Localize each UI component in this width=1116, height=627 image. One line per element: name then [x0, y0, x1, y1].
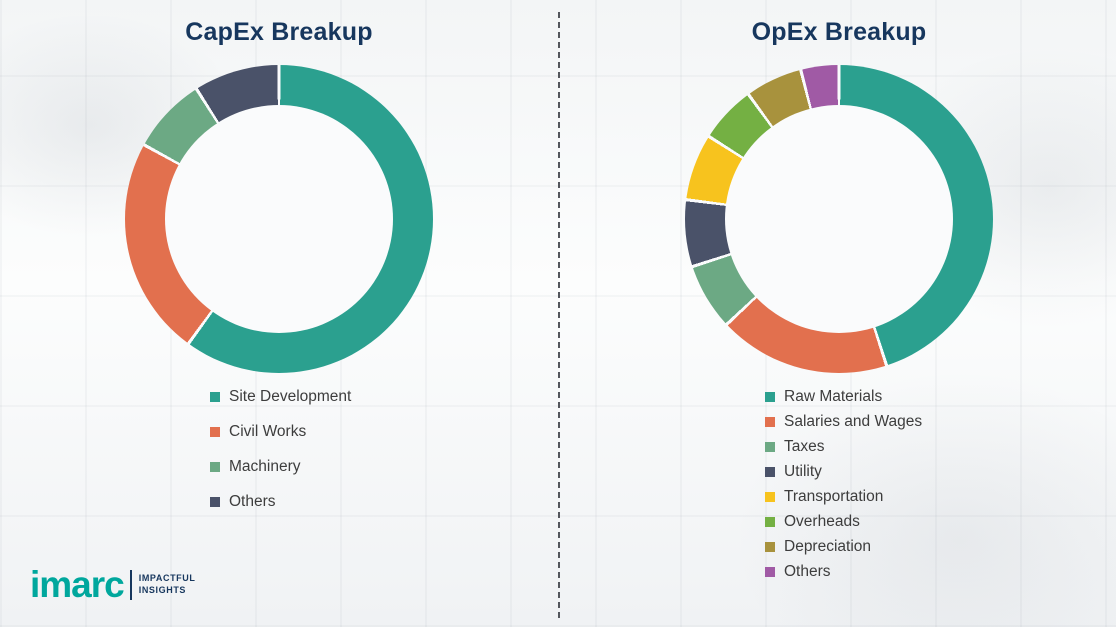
- legend-swatch: [210, 427, 220, 437]
- legend-swatch: [210, 462, 220, 472]
- capex-donut-chart: [125, 65, 433, 373]
- legend-swatch: [765, 467, 775, 477]
- legend-swatch: [210, 497, 220, 507]
- logo-tagline-line2: INSIGHTS: [138, 584, 187, 595]
- legend-label: Salaries and Wages: [784, 413, 923, 430]
- logo-tagline: IMPACTFUL INSIGHTS: [139, 573, 196, 596]
- legend-label: Site Development: [229, 388, 352, 405]
- opex-legend: Raw Materials Salaries and Wages Taxes Util…: [765, 388, 993, 581]
- legend-label: Raw Materials: [784, 388, 883, 405]
- legend-label: Taxes: [784, 438, 825, 455]
- legend-item: Depreciation: [765, 538, 993, 556]
- legend-item: Transportation: [765, 488, 993, 506]
- legend-swatch: [765, 392, 775, 402]
- legend-item: Others: [765, 563, 993, 581]
- legend-swatch: [765, 442, 775, 452]
- capex-chart-title: CapEx Breakup: [185, 18, 373, 46]
- legend-swatch: [210, 392, 220, 402]
- legend-swatch: [765, 567, 775, 577]
- legend-item: Salaries and Wages: [765, 413, 993, 431]
- capex-panel: CapEx Breakup Site Development Civil Work…: [125, 18, 433, 528]
- legend-item: Civil Works: [210, 423, 433, 441]
- legend-item: Machinery: [210, 458, 433, 476]
- imarc-logo: imarc IMPACTFUL INSIGHTS: [30, 566, 195, 603]
- capex-legend: Site Development Civil Works Machinery Othe…: [210, 388, 433, 511]
- legend-label: Machinery: [229, 458, 301, 475]
- legend-swatch: [765, 542, 775, 552]
- opex-chart-title: OpEx Breakup: [751, 18, 927, 46]
- legend-label: Civil Works: [229, 423, 307, 440]
- legend-item: Utility: [765, 463, 993, 481]
- opex-panel: OpEx Breakup Raw Materials Salaries and W…: [685, 18, 993, 588]
- legend-item: Raw Materials: [765, 388, 993, 406]
- legend-label: Others: [784, 563, 831, 580]
- legend-label: Others: [229, 493, 276, 510]
- legend-swatch: [765, 492, 775, 502]
- vertical-dashed-divider: [558, 12, 560, 618]
- legend-item: Overheads: [765, 513, 993, 531]
- logo-divider-bar: [129, 569, 132, 600]
- legend-swatch: [765, 417, 775, 427]
- legend-label: Utility: [784, 463, 822, 480]
- legend-item: Others: [210, 493, 433, 511]
- legend-label: Transportation: [784, 488, 884, 505]
- opex-donut-chart: [685, 65, 993, 373]
- legend-item: Taxes: [765, 438, 993, 456]
- legend-item: Site Development: [210, 388, 433, 406]
- legend-label: Depreciation: [784, 538, 872, 555]
- legend-swatch: [765, 517, 775, 527]
- logo-tagline-line1: IMPACTFUL: [138, 572, 196, 583]
- imarc-wordmark: imarc: [30, 564, 125, 605]
- legend-label: Overheads: [784, 513, 860, 530]
